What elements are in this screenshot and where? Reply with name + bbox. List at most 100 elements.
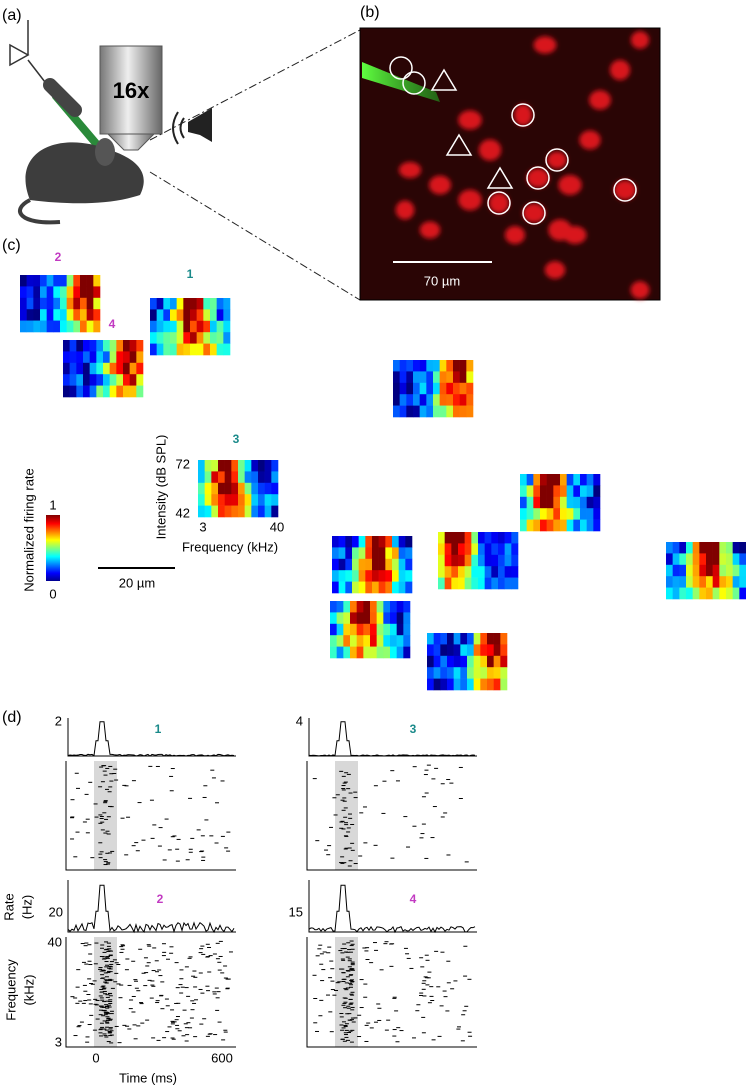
map-cell	[546, 508, 554, 520]
map-cell	[103, 362, 110, 375]
map-cell	[498, 554, 505, 567]
map-cell	[136, 385, 144, 398]
map-cell	[176, 298, 184, 310]
psth	[308, 721, 476, 757]
map-cell	[264, 460, 272, 472]
map-cell	[358, 547, 366, 560]
map-cell	[336, 646, 344, 659]
map-cell	[458, 577, 465, 590]
map-cell	[403, 612, 411, 625]
map-cell	[73, 275, 81, 287]
map-cell	[129, 385, 137, 398]
map-cell	[393, 382, 400, 395]
map-cell	[163, 309, 171, 322]
map-cell	[398, 558, 406, 571]
map-cell	[224, 494, 232, 506]
map-cell	[666, 576, 673, 588]
map-cell	[358, 558, 366, 571]
map-cell	[392, 581, 399, 594]
map-cell	[560, 496, 567, 509]
map-cell	[526, 519, 534, 532]
map-cell	[123, 362, 130, 375]
map-cell	[399, 405, 407, 418]
map-cell	[365, 547, 373, 560]
map-cell	[467, 667, 474, 679]
map-cell	[156, 320, 164, 333]
map-cell	[426, 405, 434, 418]
map-cell	[89, 362, 97, 375]
map-cell	[93, 297, 101, 310]
map-cell	[66, 297, 74, 310]
map-cell	[385, 570, 393, 582]
map-cell	[223, 298, 231, 310]
map-cell	[224, 482, 232, 495]
map-cell	[433, 644, 441, 657]
map-cell	[40, 297, 47, 310]
map-cell	[352, 581, 359, 594]
map-cell	[406, 382, 414, 395]
map-cell	[726, 564, 733, 577]
axis	[306, 761, 477, 871]
map-cell	[264, 482, 272, 495]
map-cell	[511, 577, 519, 590]
map-cell	[190, 298, 197, 310]
map-cell	[20, 286, 27, 299]
map-cell	[376, 612, 384, 625]
map-cell	[345, 581, 353, 594]
map-cell	[53, 297, 61, 310]
map-cell	[712, 587, 720, 600]
map-cell	[264, 471, 272, 484]
map-cell	[238, 482, 245, 495]
map-cell	[398, 536, 406, 548]
map-cell	[63, 362, 70, 375]
map-cell	[464, 543, 472, 556]
map-cell	[540, 519, 547, 532]
map-cell	[352, 570, 359, 582]
map-cell	[453, 667, 461, 679]
unit-id: 2	[157, 892, 164, 906]
map-cell	[83, 362, 90, 375]
map-cell	[446, 405, 454, 418]
map-cell	[546, 519, 554, 532]
map-cell	[218, 494, 225, 506]
map-cell	[76, 385, 84, 398]
map-cell	[484, 532, 492, 544]
map-cell	[136, 340, 144, 352]
cell-body	[428, 175, 452, 195]
map-cell	[426, 382, 434, 395]
map-cell	[96, 374, 104, 386]
map-cell	[464, 554, 472, 567]
map-cell	[487, 655, 494, 668]
map-cell	[679, 587, 687, 600]
map-cell	[356, 612, 364, 625]
map-cell	[33, 286, 41, 299]
map-cell	[566, 496, 574, 509]
map-cell	[712, 542, 720, 554]
map-cell	[332, 547, 339, 560]
map-cell	[203, 309, 211, 322]
map-cell	[487, 633, 494, 645]
map-cell	[376, 623, 384, 636]
map-cell	[560, 519, 567, 532]
map-cell	[63, 340, 70, 352]
map-cell	[116, 385, 124, 398]
map-cell	[26, 309, 34, 321]
map-cell	[356, 623, 364, 636]
map-cell	[156, 298, 164, 310]
map-cell	[440, 678, 448, 691]
map-cell	[427, 678, 434, 691]
map-cell	[426, 360, 434, 372]
map-cell	[26, 275, 34, 287]
psth	[67, 884, 235, 934]
map-cell	[458, 543, 465, 556]
map-cell	[365, 558, 373, 571]
cell-body	[526, 168, 550, 188]
map-cell	[33, 320, 41, 333]
map-cell	[453, 382, 460, 395]
map-cell	[706, 587, 713, 600]
map-cell	[459, 382, 467, 395]
map-cell	[447, 655, 454, 668]
map-cell	[363, 612, 371, 625]
map-cell	[73, 297, 81, 310]
map-cell	[163, 343, 171, 356]
